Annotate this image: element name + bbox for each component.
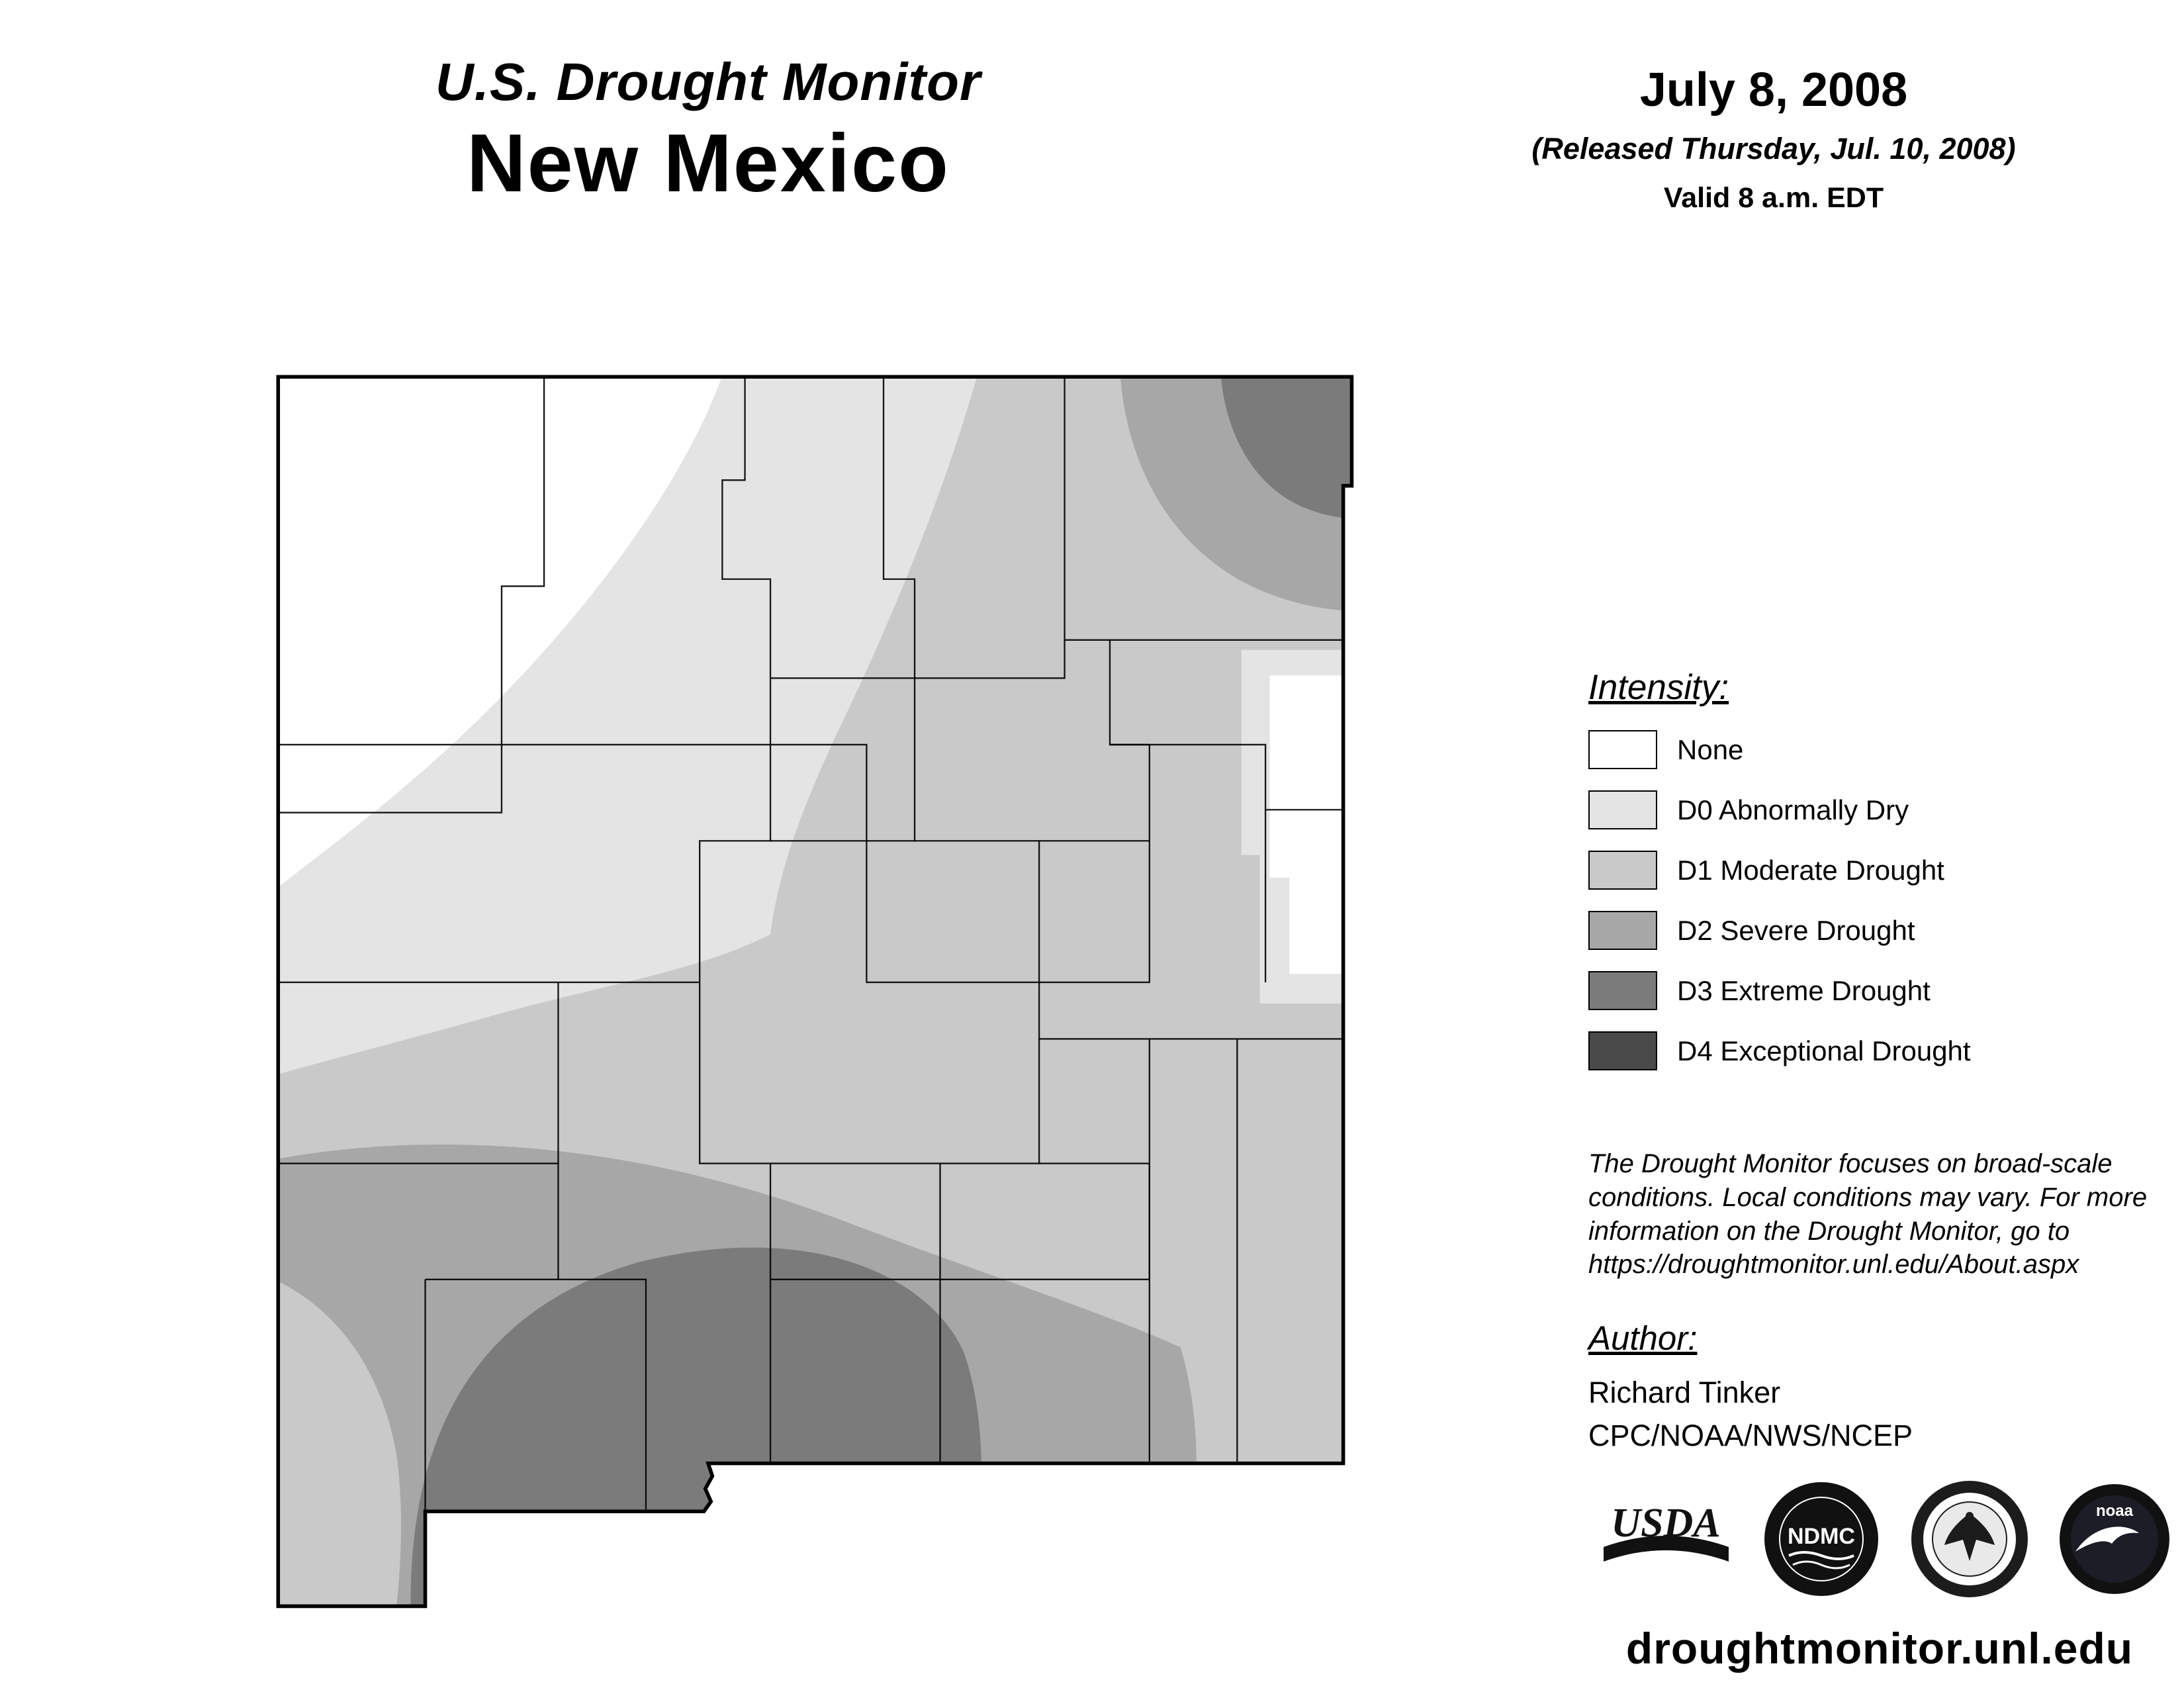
legend-swatch-none: [1588, 730, 1657, 769]
agency-logos: USDA NDMC: [1598, 1477, 2171, 1603]
county-boundaries: [278, 377, 1343, 1512]
legend-item-d4: D4 Exceptional Drought: [1588, 1031, 1971, 1070]
legend-label-d2: D2 Severe Drought: [1677, 914, 1915, 946]
legend-label-d3: D3 Extreme Drought: [1677, 974, 1931, 1006]
usda-swoosh: [1604, 1535, 1729, 1562]
map-date: July 8, 2008: [1639, 64, 1908, 117]
disclaimer-text: The Drought Monitor focuses on broad-sca…: [1588, 1149, 2148, 1280]
legend-label-d0: D0 Abnormally Dry: [1677, 794, 1909, 825]
legend: Intensity: None D0 Abnormally Dry D1 Mod…: [1588, 667, 1971, 1092]
title-block: U.S. Drought Monitor New Mexico: [285, 52, 1132, 211]
legend-label-d4: D4 Exceptional Drought: [1677, 1035, 1971, 1066]
author-org: CPC/NOAA/NWS/NCEP: [1588, 1419, 1913, 1452]
legend-item-d0: D0 Abnormally Dry: [1588, 790, 1971, 829]
valid-time: Valid 8 a.m. EDT: [1663, 182, 1884, 214]
legend-label-d1: D1 Moderate Drought: [1677, 854, 1944, 886]
author-name: Richard Tinker: [1588, 1376, 1781, 1409]
commerce-eagle-head: [1965, 1511, 1974, 1520]
legend-swatch-d1: [1588, 851, 1657, 890]
ndmc-wave-icon: [1788, 1550, 1855, 1560]
state-title: New Mexico: [467, 118, 950, 209]
noaa-bird-icon: [2075, 1526, 2139, 1552]
legend-swatch-d4: [1588, 1031, 1657, 1070]
legend-heading: Intensity:: [1588, 668, 1729, 707]
drought-map: [275, 374, 1357, 1612]
legend-item-d1: D1 Moderate Drought: [1588, 851, 1971, 890]
drought-shading: [278, 377, 1352, 1607]
map-region-d1-southwest: [278, 1276, 401, 1607]
map-region-d3-northeast: [1220, 377, 1352, 520]
ndmc-logo: NDMC: [1762, 1480, 1880, 1601]
legend-item-d3: D3 Extreme Drought: [1588, 971, 1971, 1010]
legend-swatch-d3: [1588, 971, 1657, 1010]
commerce-logo: [1909, 1479, 2030, 1603]
new-mexico-map-svg: [276, 375, 1354, 1609]
report-title: U.S. Drought Monitor: [435, 52, 981, 111]
state-outline: [276, 375, 1354, 1609]
date-block: July 8, 2008 (Released Thursday, Jul. 10…: [1423, 63, 2124, 214]
usda-logo: USDA: [1598, 1499, 1734, 1582]
legend-swatch-d2: [1588, 911, 1657, 950]
legend-swatch-d0: [1588, 790, 1657, 829]
author-heading: Author:: [1588, 1319, 1698, 1357]
release-date: (Released Thursday, Jul. 10, 2008): [1531, 132, 2016, 165]
commerce-eagle-icon: [1944, 1513, 1995, 1561]
ndmc-wave2-icon: [1792, 1560, 1850, 1569]
legend-item-none: None: [1588, 730, 1971, 769]
footer-url: droughtmonitor.unl.edu: [1625, 1624, 2134, 1673]
noaa-logo: noaa: [2058, 1483, 2171, 1599]
ndmc-logo-text: NDMC: [1788, 1524, 1855, 1549]
legend-item-d2: D2 Severe Drought: [1588, 911, 1971, 950]
legend-label-none: None: [1677, 733, 1744, 765]
noaa-logo-text: noaa: [2096, 1502, 2134, 1520]
